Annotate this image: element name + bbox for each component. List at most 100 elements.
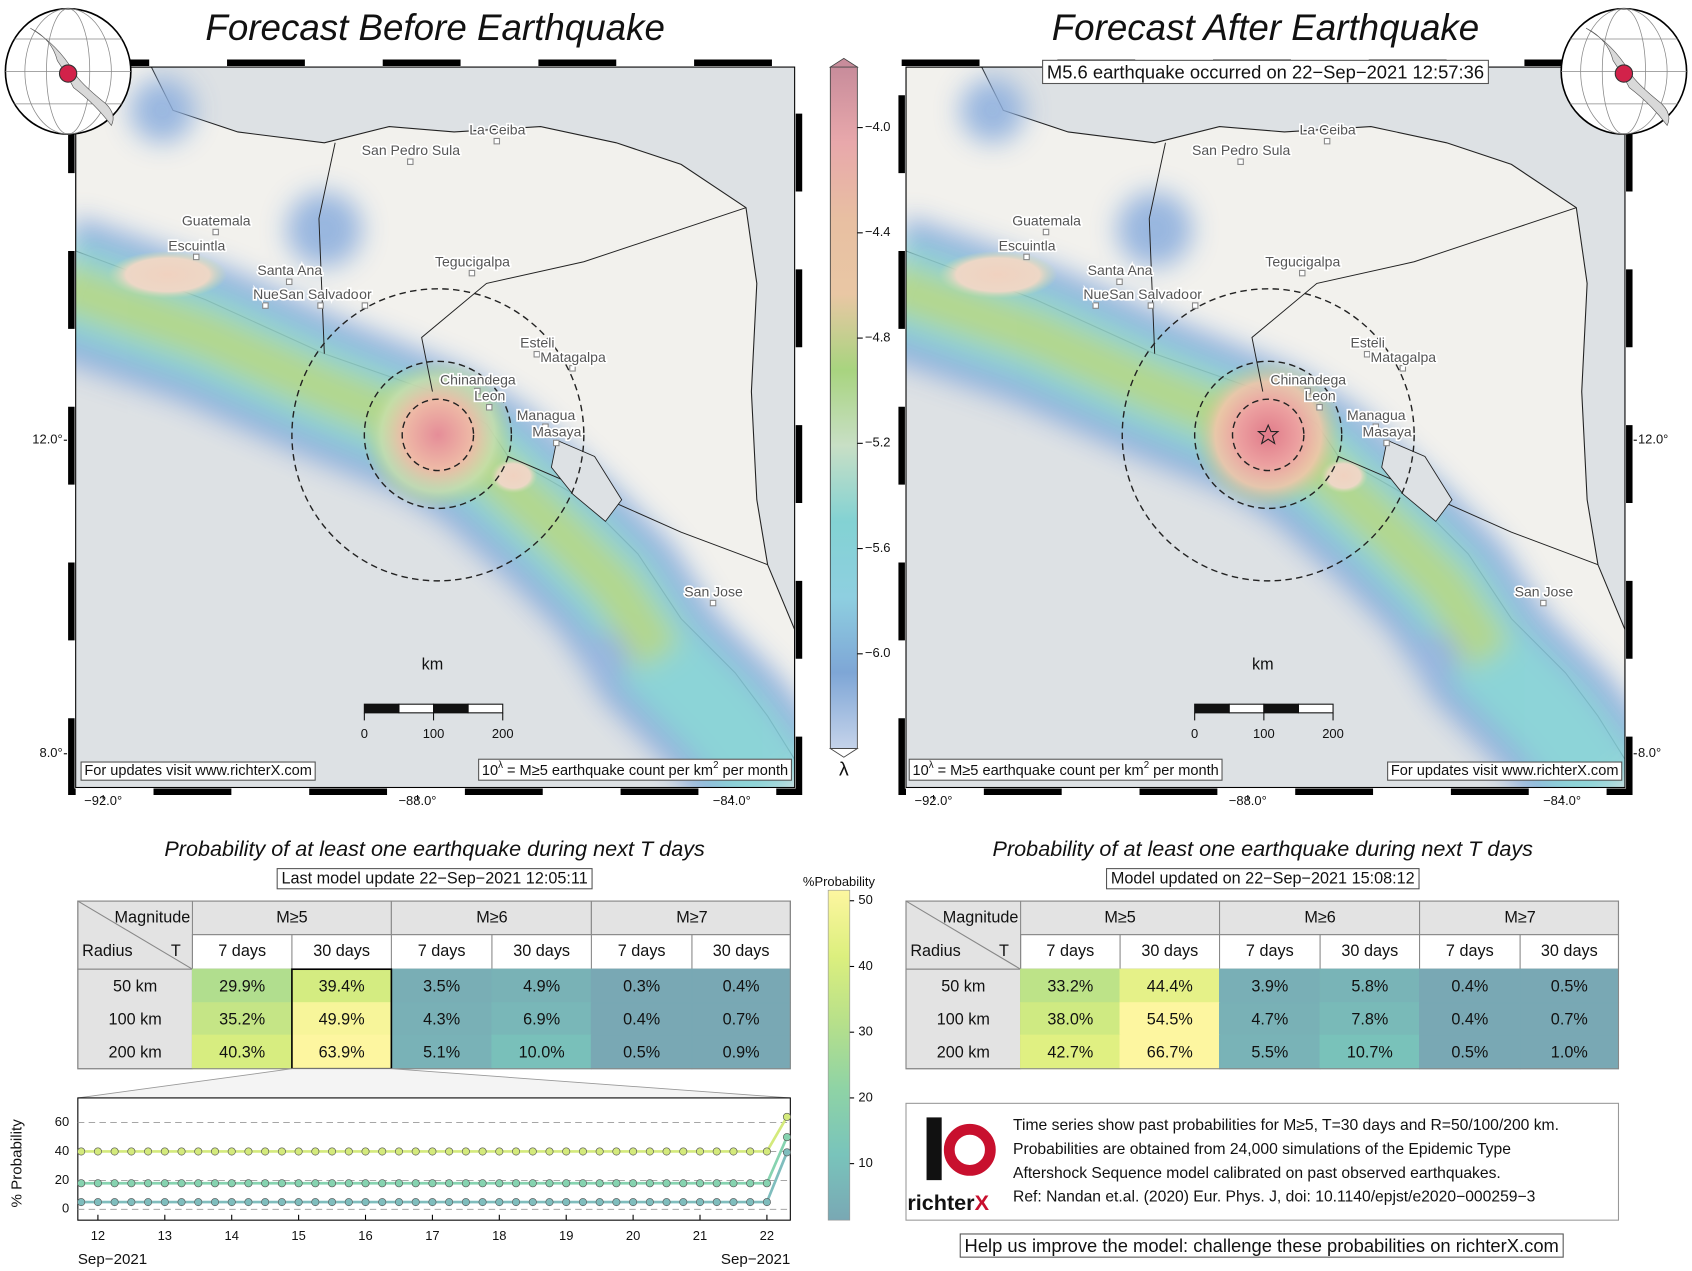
lat-label: 12.0° (32, 432, 62, 447)
scale-segment (1194, 703, 1230, 714)
series-point (495, 1147, 504, 1156)
series-point (612, 1179, 621, 1188)
city-label: Tegucigalpa (1265, 254, 1340, 270)
colorbar-label: −4.0 (865, 119, 891, 134)
series-point (762, 1198, 771, 1207)
radius-label: 100 km (937, 1010, 990, 1028)
city-marker (1092, 302, 1099, 309)
scale-segment (1263, 703, 1300, 714)
city-marker (317, 302, 324, 309)
series-point (428, 1147, 437, 1156)
series-point (227, 1179, 236, 1188)
series-point (328, 1198, 337, 1207)
series-point (746, 1198, 755, 1207)
lake (1381, 439, 1453, 523)
series-point (394, 1179, 403, 1188)
series-point (478, 1179, 487, 1188)
series-point (445, 1179, 454, 1188)
series-point (762, 1179, 771, 1188)
probability-label: 0.5% (1451, 1043, 1488, 1061)
probability-cell (191, 1034, 293, 1070)
probability-cell (590, 1002, 693, 1036)
formula-note: 10λ = M≥5 earthquake count per km2 per m… (482, 760, 788, 779)
series-point (545, 1179, 554, 1188)
series-point (629, 1147, 638, 1156)
logo-text: richterX (907, 1190, 989, 1215)
city-marker (285, 278, 293, 286)
lon-label: −92.0° (84, 793, 122, 808)
probability-label: 3.5% (423, 977, 460, 995)
scale-unit: km (1252, 656, 1274, 674)
hazard-patch (1116, 191, 1193, 268)
epicenter-dot (58, 64, 78, 83)
series-point (361, 1198, 370, 1207)
corner-diagonal (77, 900, 193, 970)
y-axis-label: % Probability (8, 1119, 25, 1208)
lat-label: 12.0° (1638, 432, 1668, 447)
city-marker (1191, 302, 1199, 309)
formula-part: 2 (713, 760, 718, 771)
formula-part: λ (929, 760, 934, 771)
probability-cell (390, 1002, 493, 1036)
probability-cell (1519, 968, 1620, 1004)
scale-segment (1297, 703, 1334, 714)
city-marker (1042, 228, 1050, 236)
series-point (545, 1147, 554, 1156)
magnitude-label: M≥7 (676, 909, 707, 927)
series-point (562, 1147, 571, 1156)
lon-label: −88.0° (1229, 793, 1267, 808)
series-point (629, 1179, 638, 1188)
series-point (127, 1179, 136, 1188)
city-label: Nue (1083, 286, 1109, 302)
series-point (428, 1198, 437, 1207)
series-point (378, 1179, 387, 1188)
series-point (645, 1179, 654, 1188)
logo-accent: X (975, 1190, 990, 1215)
series-point (595, 1147, 604, 1156)
city-label: Escuintla (168, 237, 225, 253)
series-point (361, 1147, 370, 1156)
probability-label: 0.4% (623, 1010, 660, 1028)
series-point (328, 1179, 337, 1188)
window-label: 30 days (513, 942, 570, 960)
probability-label: 38.0% (1047, 1010, 1093, 1028)
city-marker (192, 253, 200, 261)
magnitude-label: M≥6 (1304, 909, 1335, 927)
city-marker (468, 269, 476, 277)
series-point (545, 1198, 554, 1207)
series-point (194, 1179, 203, 1188)
label-box (1387, 761, 1623, 781)
probability-cell (691, 1034, 791, 1070)
hazard-peak (362, 359, 514, 511)
magnitude-label: M≥6 (476, 909, 507, 927)
colorbar-title: λ (839, 758, 849, 780)
hazard (75, 77, 795, 788)
series-point (311, 1147, 320, 1156)
city-label: Nue (253, 286, 279, 302)
radius-label: 200 km (109, 1043, 162, 1061)
probability-label: 4.9% (523, 977, 560, 995)
probability-label: 0.5% (1551, 977, 1588, 995)
hazard-peach (108, 250, 228, 299)
series-point (696, 1198, 705, 1207)
series-point (512, 1179, 521, 1188)
probability-label: 29.9% (219, 977, 265, 995)
series-point (294, 1198, 303, 1207)
series-point (595, 1198, 604, 1207)
series-point (311, 1198, 320, 1207)
series-point (294, 1147, 303, 1156)
window-label: 7 days (418, 942, 466, 960)
series-point (77, 1147, 86, 1156)
probability-cell (1419, 1002, 1521, 1036)
probability-label: 7.8% (1351, 1010, 1388, 1028)
city-label: Esteli (1350, 335, 1384, 351)
hazard-patch (286, 191, 363, 268)
series-point (782, 1112, 791, 1121)
city-marker (212, 228, 219, 236)
series-point (210, 1198, 219, 1207)
series-point (461, 1179, 470, 1188)
table-frame (905, 900, 1620, 1070)
colorbar-cap (828, 748, 859, 758)
series-point (110, 1179, 119, 1188)
formula-part: per month (718, 763, 788, 779)
